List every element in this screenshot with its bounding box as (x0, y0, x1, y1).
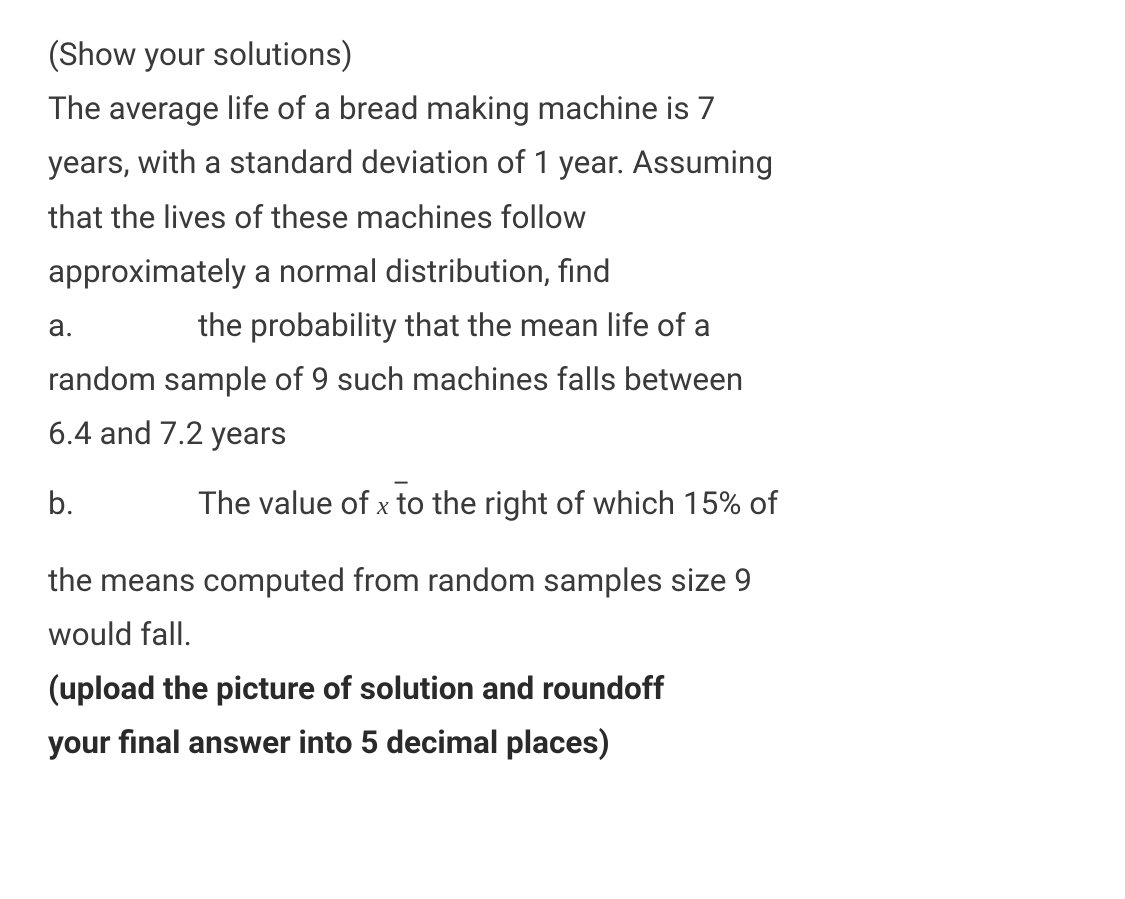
part-b-text-1a: The value of (198, 485, 377, 522)
intro-line-3: that the lives of these machines follow (48, 191, 1077, 245)
part-a-line-3: 6.4 and 7.2 years (48, 407, 1077, 461)
part-b-label: b. (48, 477, 198, 531)
problem-text: (Show your solutions) The average life o… (48, 28, 1077, 770)
intro-line-4: approximately a normal distribution, fin… (48, 245, 1077, 299)
part-a-line-1: a.the probability that the mean life of … (48, 299, 1077, 353)
part-b-line-3: would fall. (48, 608, 1077, 662)
part-b-line-2: the means computed from random samples s… (48, 554, 1077, 608)
x-bar-symbol: −x (377, 484, 389, 529)
part-a-line-2: random sample of 9 such machines falls b… (48, 353, 1077, 407)
part-a-text-1: the probability that the mean life of a (198, 307, 711, 344)
bar-overline: − (393, 470, 409, 498)
instruction-line: (Show your solutions) (48, 28, 1077, 82)
part-b-line-1: b.The value of −x to the right of which … (48, 477, 1077, 531)
x-symbol: x (377, 491, 389, 520)
footer-line-2: your final answer into 5 decimal places) (48, 716, 1077, 770)
intro-line-2: years, with a standard deviation of 1 ye… (48, 136, 1077, 190)
footer-line-1: (upload the picture of solution and roun… (48, 662, 1077, 716)
intro-line-1: The average life of a bread making machi… (48, 82, 1077, 136)
part-a-label: a. (48, 299, 198, 353)
part-b-text-1b: to the right of which 15% of (389, 485, 779, 522)
